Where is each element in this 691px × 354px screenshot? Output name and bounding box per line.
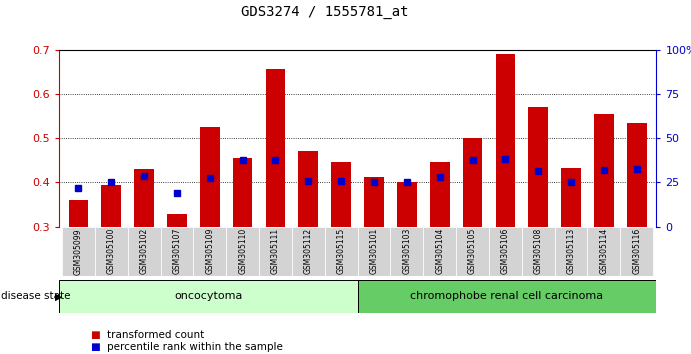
- Bar: [193, 227, 226, 276]
- Bar: [200, 127, 220, 227]
- Bar: [522, 227, 555, 276]
- Bar: [390, 227, 424, 276]
- Bar: [299, 152, 318, 227]
- Text: GSM305111: GSM305111: [271, 228, 280, 274]
- Bar: [424, 227, 456, 276]
- Text: GSM305110: GSM305110: [238, 228, 247, 274]
- Text: chromophobe renal cell carcinoma: chromophobe renal cell carcinoma: [410, 291, 603, 302]
- Text: GSM305099: GSM305099: [74, 228, 83, 275]
- Text: GSM305115: GSM305115: [337, 228, 346, 274]
- Bar: [233, 158, 252, 227]
- Bar: [128, 227, 160, 276]
- Bar: [621, 227, 653, 276]
- Bar: [594, 114, 614, 227]
- Bar: [325, 227, 357, 276]
- Bar: [134, 169, 154, 227]
- Bar: [587, 227, 621, 276]
- Text: GSM305106: GSM305106: [501, 228, 510, 274]
- Text: GSM305102: GSM305102: [140, 228, 149, 274]
- Bar: [265, 69, 285, 227]
- Bar: [259, 227, 292, 276]
- Bar: [292, 227, 325, 276]
- Bar: [160, 227, 193, 276]
- Bar: [397, 182, 417, 227]
- Text: GSM305101: GSM305101: [370, 228, 379, 274]
- Bar: [226, 227, 259, 276]
- Bar: [495, 54, 515, 227]
- Text: disease state: disease state: [1, 291, 70, 302]
- Text: GSM305104: GSM305104: [435, 228, 444, 274]
- Text: GSM305112: GSM305112: [304, 228, 313, 274]
- Text: GSM305114: GSM305114: [599, 228, 608, 274]
- Text: ■: ■: [90, 342, 100, 352]
- Text: GSM305109: GSM305109: [205, 228, 214, 274]
- Text: GSM305105: GSM305105: [468, 228, 477, 274]
- Bar: [68, 200, 88, 227]
- Bar: [430, 161, 450, 227]
- Bar: [102, 184, 121, 227]
- Text: percentile rank within the sample: percentile rank within the sample: [107, 342, 283, 352]
- Bar: [561, 168, 581, 227]
- Bar: [95, 227, 128, 276]
- Bar: [358, 227, 390, 276]
- Text: GSM305108: GSM305108: [533, 228, 542, 274]
- Bar: [62, 227, 95, 276]
- Bar: [167, 214, 187, 227]
- Text: ▶: ▶: [55, 291, 62, 302]
- Text: GSM305116: GSM305116: [632, 228, 641, 274]
- Text: GSM305100: GSM305100: [107, 228, 116, 274]
- Bar: [627, 122, 647, 227]
- Text: GDS3274 / 1555781_at: GDS3274 / 1555781_at: [241, 5, 408, 19]
- Text: ■: ■: [90, 330, 100, 339]
- Text: GSM305103: GSM305103: [402, 228, 411, 274]
- Text: GSM305113: GSM305113: [567, 228, 576, 274]
- Bar: [59, 280, 357, 313]
- Bar: [529, 107, 548, 227]
- Bar: [555, 227, 587, 276]
- Bar: [331, 161, 351, 227]
- Bar: [489, 227, 522, 276]
- Bar: [463, 138, 482, 227]
- Text: transformed count: transformed count: [107, 330, 205, 339]
- Text: oncocytoma: oncocytoma: [174, 291, 243, 302]
- Bar: [456, 227, 489, 276]
- Bar: [364, 177, 384, 227]
- Text: GSM305107: GSM305107: [173, 228, 182, 274]
- Bar: [358, 280, 656, 313]
